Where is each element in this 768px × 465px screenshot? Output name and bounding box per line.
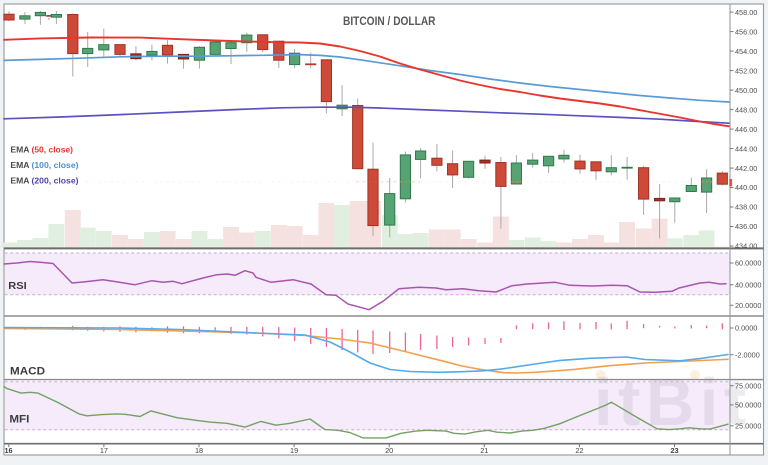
svg-text:448.00: 448.00 xyxy=(735,105,757,114)
svg-text:23: 23 xyxy=(670,446,678,455)
svg-text:RSI: RSI xyxy=(8,280,26,292)
svg-text:17: 17 xyxy=(100,446,108,455)
svg-text:BITCOIN / DOLLAR: BITCOIN / DOLLAR xyxy=(343,16,436,28)
svg-text:458.00: 458.00 xyxy=(735,8,757,17)
svg-text:MACD: MACD xyxy=(10,366,45,378)
svg-text:444.00: 444.00 xyxy=(735,144,757,153)
svg-text:440.00: 440.00 xyxy=(735,183,757,192)
svg-text:450.00: 450.00 xyxy=(735,86,757,95)
svg-text:25.0000: 25.0000 xyxy=(735,422,761,431)
svg-text:-2.0000: -2.0000 xyxy=(735,350,760,359)
svg-text:(50, close): (50, close) xyxy=(32,144,74,154)
svg-text:EMA: EMA xyxy=(10,176,29,186)
svg-text:438.00: 438.00 xyxy=(735,203,757,212)
svg-text:21: 21 xyxy=(480,446,488,455)
svg-text:456.00: 456.00 xyxy=(735,27,757,36)
svg-text:454.00: 454.00 xyxy=(735,47,757,56)
svg-text:EMA: EMA xyxy=(10,144,29,154)
svg-text:(200, close): (200, close) xyxy=(32,176,79,186)
svg-text:20.0000: 20.0000 xyxy=(735,301,761,310)
svg-text:19: 19 xyxy=(290,446,298,455)
svg-text:446.00: 446.00 xyxy=(735,125,757,134)
svg-text:40.0000: 40.0000 xyxy=(735,280,761,289)
svg-text:16: 16 xyxy=(5,446,13,455)
svg-text:442.00: 442.00 xyxy=(735,164,757,173)
svg-text:50.0000: 50.0000 xyxy=(735,401,761,410)
svg-text:434.00: 434.00 xyxy=(735,242,757,251)
svg-text:22: 22 xyxy=(575,446,583,455)
svg-text:18: 18 xyxy=(195,446,203,455)
svg-text:436.00: 436.00 xyxy=(735,222,757,231)
svg-text:itBit: itBit xyxy=(594,365,752,440)
svg-text:(100, close): (100, close) xyxy=(32,160,79,170)
svg-text:452.00: 452.00 xyxy=(735,66,757,75)
svg-text:20: 20 xyxy=(385,446,393,455)
svg-text:MFI: MFI xyxy=(9,414,29,426)
svg-text:60.0000: 60.0000 xyxy=(735,259,761,268)
svg-text:0.0000: 0.0000 xyxy=(735,324,757,333)
svg-text:75.0000: 75.0000 xyxy=(735,381,761,390)
svg-text:EMA: EMA xyxy=(10,160,29,170)
